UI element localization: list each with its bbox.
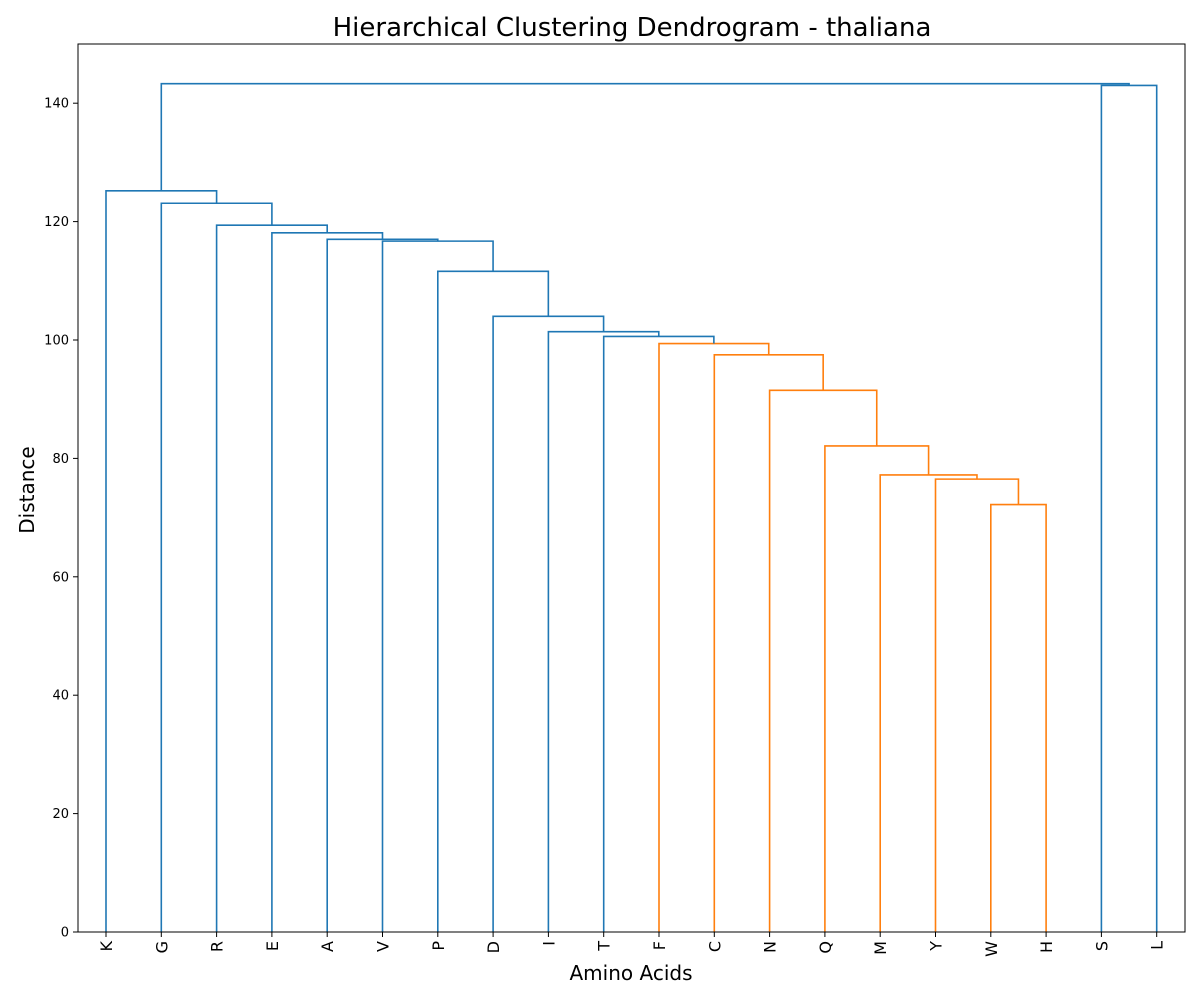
dendrogram-link-2 — [879, 474, 978, 932]
leaf-label-L: L — [1148, 941, 1167, 950]
leaf-label-W: W — [982, 941, 1001, 957]
y-tick-label: 0 — [61, 926, 69, 941]
y-tick-label: 140 — [44, 97, 69, 112]
plot-frame — [77, 43, 1186, 933]
leaf-label-P: P — [429, 941, 448, 951]
dendrogram-links — [105, 82, 1158, 932]
leaf-label-F: F — [650, 941, 669, 950]
dendrogram-link-4 — [768, 389, 878, 932]
dendrogram-link-18 — [160, 82, 1130, 191]
leaf-label-S: S — [1092, 941, 1111, 951]
leaf-label-H: H — [1037, 941, 1056, 953]
y-tick-label: 120 — [44, 215, 69, 230]
dendrogram-link-5 — [713, 354, 824, 932]
y-tick-label: 100 — [44, 334, 69, 349]
y-axis: 0 20 40 60 80 100 120 140 — [44, 97, 78, 941]
dendrogram-link-17 — [1100, 84, 1158, 932]
leaf-label-I: I — [539, 941, 558, 946]
y-tick-label: 20 — [52, 807, 69, 822]
leaf-label-G: G — [152, 941, 171, 953]
dendrogram-link-3 — [824, 445, 930, 932]
chart-title: Hierarchical Clustering Dendrogram - tha… — [333, 13, 932, 43]
leaf-label-D: D — [484, 941, 503, 953]
y-tick-label: 40 — [52, 689, 69, 704]
leaf-label-E: E — [263, 941, 282, 951]
leaf-label-R: R — [208, 941, 227, 952]
dendrogram-link-0 — [990, 503, 1047, 932]
leaf-label-N: N — [761, 941, 780, 953]
leaf-label-V: V — [374, 941, 393, 952]
leaf-label-K: K — [97, 941, 116, 952]
leaf-label-T: T — [595, 941, 614, 952]
x-axis-label: Amino Acids — [570, 961, 693, 985]
y-tick-label: 80 — [52, 452, 69, 467]
leaf-label-Q: Q — [816, 941, 835, 954]
leaf-label-Y: Y — [927, 941, 946, 952]
y-axis-label: Distance — [15, 446, 39, 533]
leaf-label-A: A — [318, 941, 337, 952]
dendrogram-link-1 — [934, 478, 1020, 932]
leaf-label-C: C — [705, 941, 724, 952]
y-tick-label: 60 — [52, 570, 69, 585]
leaf-label-M: M — [871, 941, 890, 955]
